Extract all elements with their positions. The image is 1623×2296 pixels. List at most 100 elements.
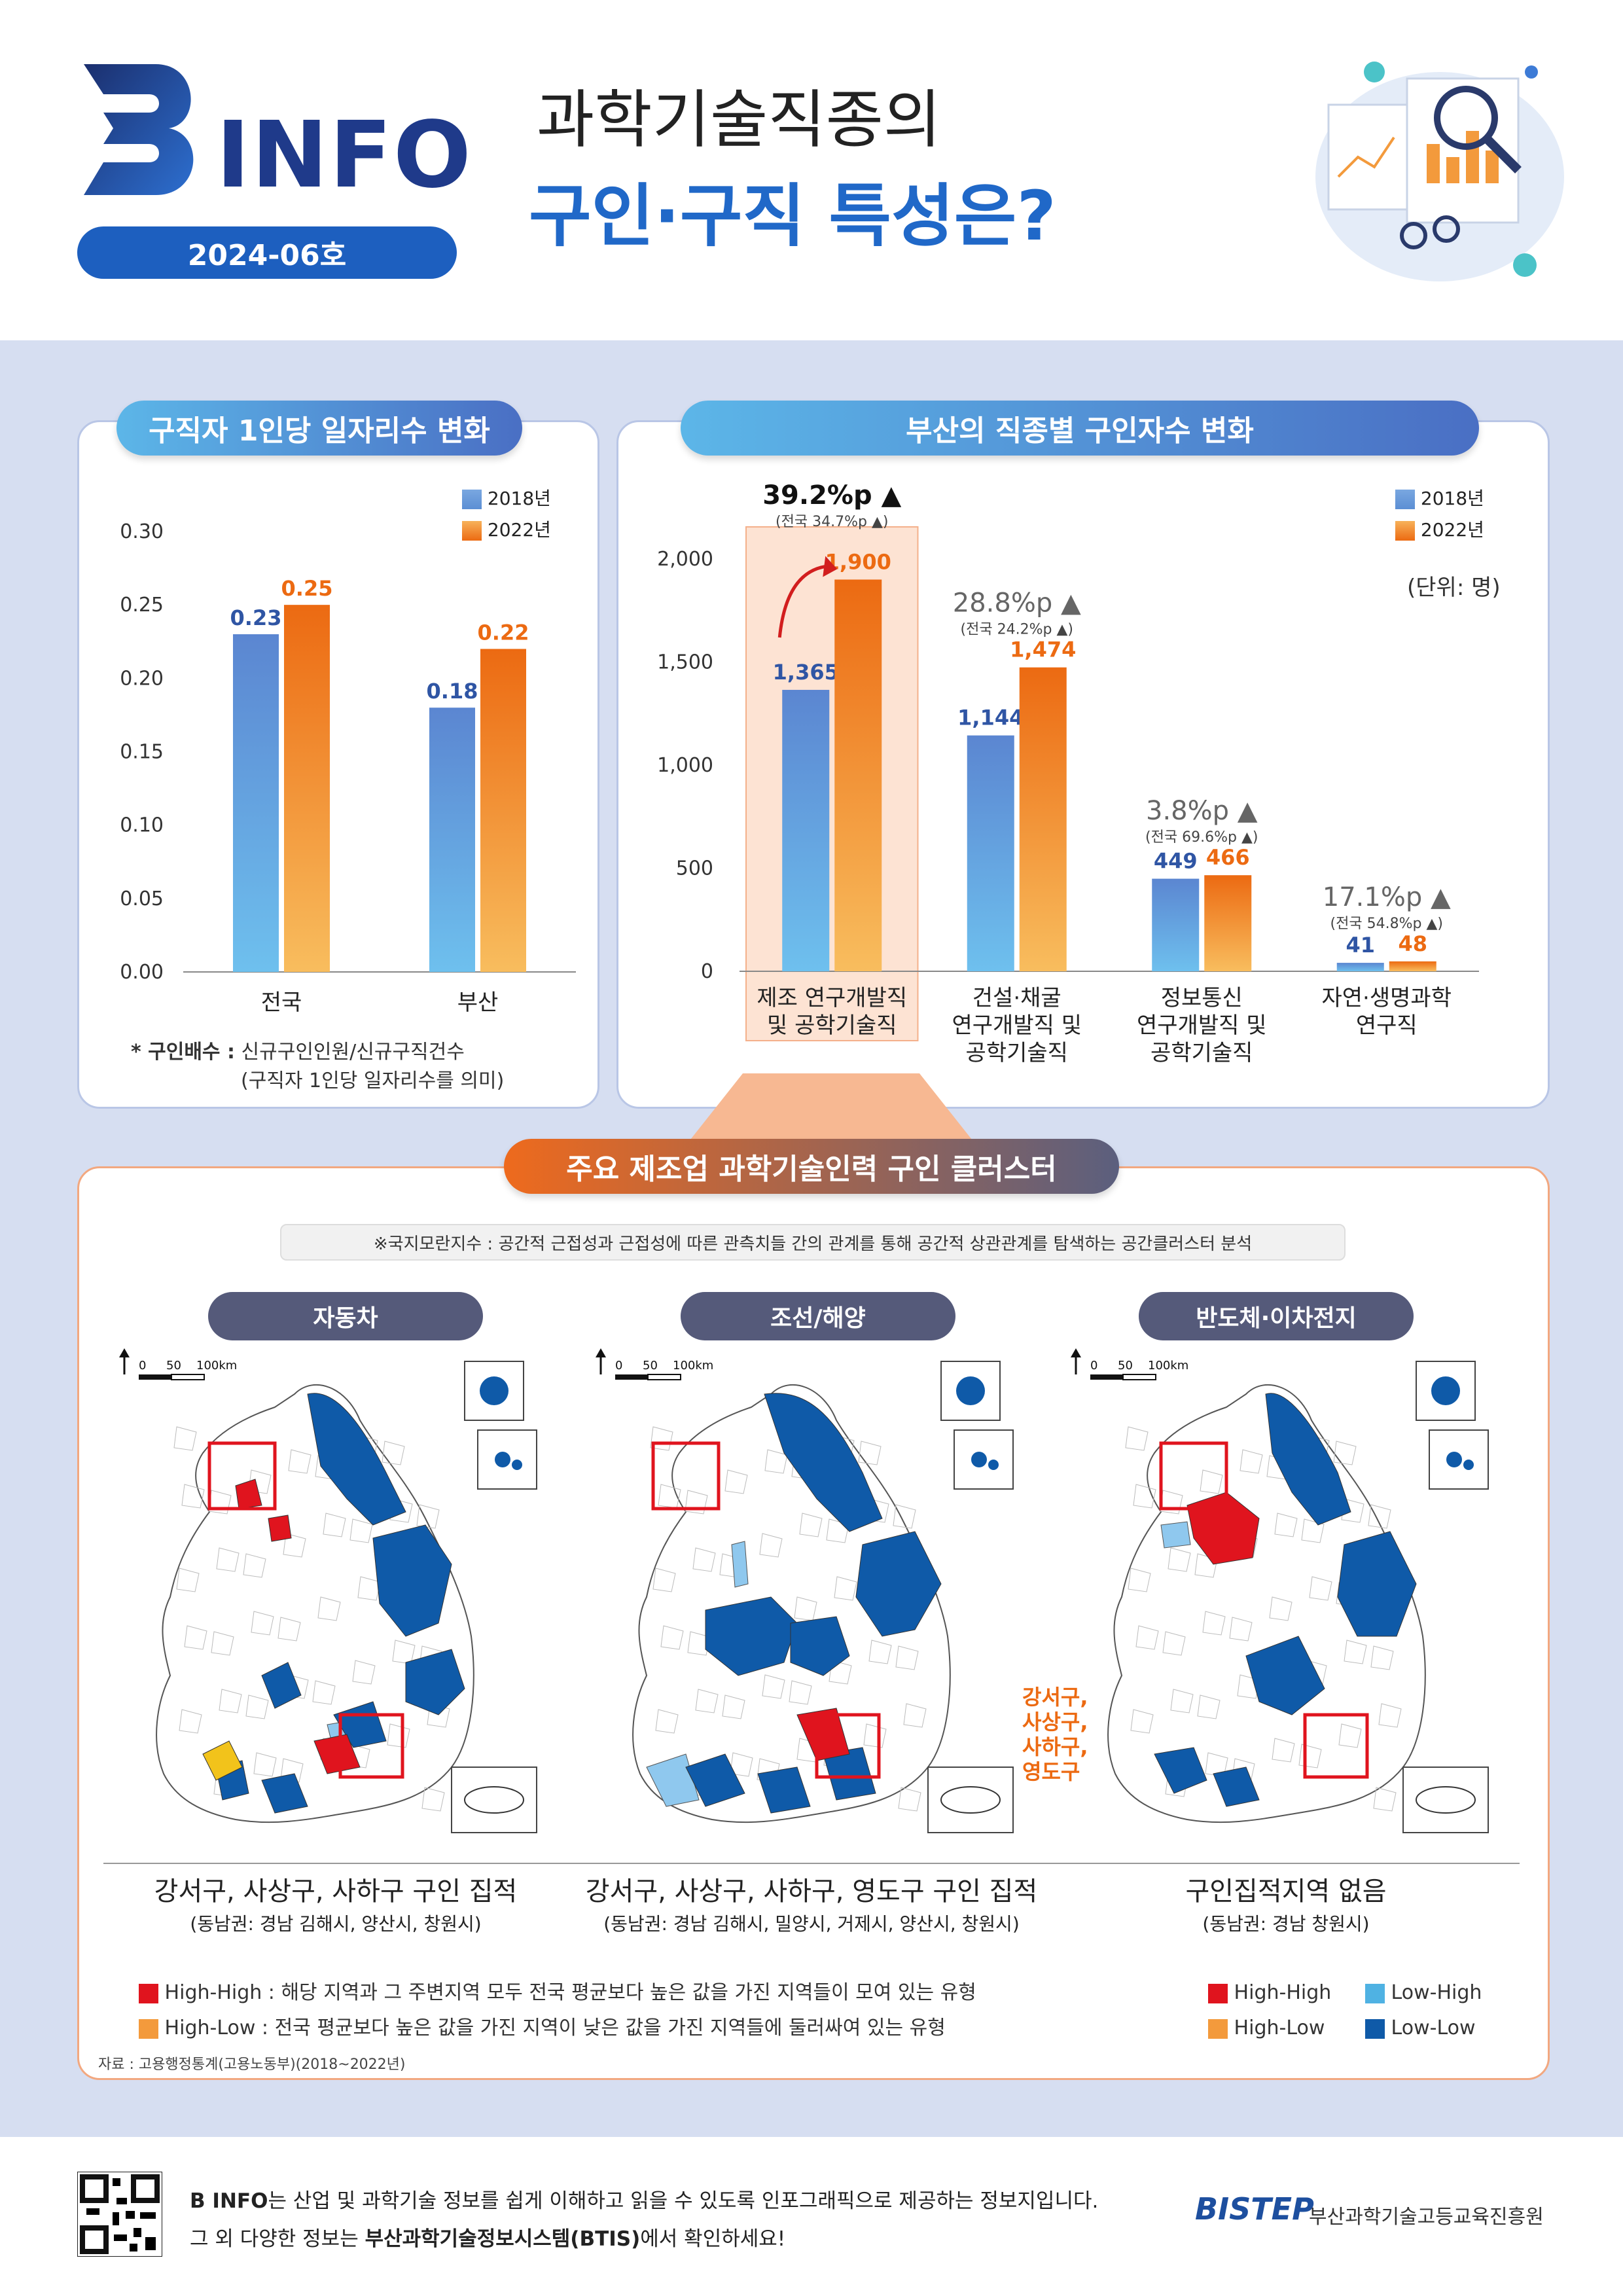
low-low-region: [1245, 1636, 1325, 1715]
x-category-label: 연구직: [1356, 1013, 1418, 1039]
district-boundary: [181, 1484, 205, 1509]
annot-line: 사상구,: [1022, 1710, 1088, 1734]
low-low-region: [261, 1662, 302, 1709]
legend2-swatch-2022: [1395, 521, 1415, 541]
legend-desc-hl: High-Low : 전국 평균보다 높은 값을 가진 지역이 낮은 값을 가진…: [139, 2011, 976, 2046]
y-tick-label: 0.20: [120, 667, 164, 690]
legend2-2022: 2022년: [1395, 514, 1484, 546]
legend-swatch: [1365, 2018, 1385, 2039]
district-boundary: [652, 1568, 676, 1592]
low-high-region: [731, 1541, 749, 1588]
district-boundary: [357, 1576, 381, 1601]
high-high-region: [268, 1515, 292, 1542]
district-boundary: [1378, 1703, 1402, 1728]
bar-2022년: [1389, 961, 1436, 971]
district-boundary: [245, 1695, 269, 1719]
district-boundary: [352, 1660, 376, 1685]
change-national-label: (전국 34.7%p ▲): [776, 514, 888, 530]
bar-value-label: 41: [1346, 933, 1375, 958]
district-boundary: [288, 1449, 312, 1474]
bar-value-label: 1,144: [957, 706, 1024, 730]
high-high-region: [313, 1734, 361, 1774]
x-category-label: 정보통신: [1161, 985, 1243, 1011]
inset-island: [971, 1452, 987, 1467]
district-boundary: [722, 1695, 745, 1719]
scale-bar: [139, 1374, 171, 1380]
jeju-outline: [464, 1786, 524, 1814]
change-national-label: (전국 69.6%p ▲): [1145, 829, 1258, 846]
logo-text: INFO: [216, 102, 473, 209]
increase-arrowhead: [823, 556, 838, 577]
inset-island: [1463, 1460, 1474, 1470]
scale-label: 100km: [1148, 1359, 1188, 1372]
map-sub-ship: (동남권: 경남 김해시, 밀양시, 거제시, 양산시, 창원시): [603, 1913, 1020, 1935]
low-low-region: [764, 1393, 883, 1532]
legend-desc-hh: High-High : 해당 지역과 그 주변지역 모두 전국 평균보다 높은 …: [139, 1975, 976, 2011]
footer-line2: 그 외 다양한 정보는 부산과학기술정보시스템(BTIS)에서 확인하세요!: [190, 2220, 1098, 2258]
map-caption-ship: 강서구, 사상구, 사하구, 영도구 구인 집적: [585, 1876, 1038, 1907]
district-boundary: [868, 1640, 892, 1664]
high-low-region: [202, 1740, 243, 1781]
district-boundary: [1368, 1504, 1391, 1529]
legend-item-lh: Low-High: [1365, 1975, 1496, 2011]
district-boundary: [416, 1504, 440, 1529]
legend-item-hl: High-Low: [1208, 2011, 1365, 2046]
low-low-region: [1154, 1747, 1207, 1794]
chart1-legend: 2018년 2022년: [462, 483, 551, 546]
district-boundary: [1338, 1723, 1362, 1748]
btis-link[interactable]: 부산과학기술정보시스템(BTIS): [365, 2227, 641, 2251]
district-boundary: [179, 1709, 202, 1734]
change-national-label: (전국 54.8%p ▲): [1330, 916, 1443, 932]
district-boundary: [219, 1689, 242, 1713]
legend2-2018: 2018년: [1395, 483, 1484, 514]
district-boundary: [1125, 1426, 1149, 1451]
scale-label: 50: [643, 1359, 658, 1372]
district-boundary: [176, 1568, 200, 1592]
district-boundary: [173, 1426, 197, 1451]
legend2-label-2018: 2018년: [1420, 488, 1484, 509]
inset-island: [1431, 1376, 1460, 1405]
report-illustration-icon: [1315, 62, 1564, 281]
annot-line: 영도구: [1022, 1759, 1080, 1784]
district-boundary: [858, 1441, 882, 1465]
district-boundary: [1309, 1576, 1332, 1601]
north-arrow-head-icon: [1071, 1348, 1081, 1357]
bar-value-label: 449: [1154, 849, 1198, 874]
highlight-frame: [1159, 1441, 1228, 1511]
change-national-label: (전국 24.2%p ▲): [961, 622, 1073, 638]
district-boundary: [695, 1689, 719, 1713]
district-boundary: [834, 1576, 857, 1601]
district-boundary: [1344, 1640, 1367, 1664]
note-text: 신규구인인원/신규구직건수: [241, 1041, 465, 1064]
legend-swatch-hh: [139, 1983, 158, 2003]
district-boundary: [1269, 1596, 1293, 1621]
scale-label: 0: [615, 1359, 622, 1372]
x-category-label: 연구개발직 및: [952, 1013, 1082, 1039]
y-tick-label: 2,000: [657, 548, 713, 571]
legend-item-hh: High-High: [1208, 1975, 1365, 2011]
map-sub-auto: (동남권: 경남 김해시, 양산시, 창원시): [190, 1913, 482, 1935]
district-boundary: [687, 1631, 711, 1656]
qr-code-icon[interactable]: [77, 2172, 162, 2257]
x-category-label: 부산: [457, 990, 499, 1016]
bar-2018년: [1152, 878, 1200, 971]
low-low-region: [790, 1616, 850, 1676]
low-low-region: [823, 1747, 876, 1801]
highlight-frame: [1303, 1713, 1369, 1779]
org-name: 부산과학기술고등교육진흥원: [1309, 2206, 1544, 2229]
low-low-region: [685, 1753, 745, 1807]
north-arrow-head-icon: [119, 1348, 130, 1357]
map-title-semi: 반도체·이차전지: [1139, 1292, 1414, 1340]
x-category-label: 제조 연구개발직: [757, 985, 907, 1011]
y-tick-label: 500: [676, 857, 713, 880]
map-title-auto: 자동차: [208, 1292, 483, 1340]
district-boundary: [317, 1596, 341, 1621]
bar-value-label: 0.23: [230, 605, 282, 630]
footer-line1: B INFO는 산업 및 과학기술 정보를 쉽게 이해하고 읽을 수 있도록 인…: [190, 2182, 1098, 2220]
district-boundary: [1333, 1441, 1357, 1465]
district-boundary: [1370, 1645, 1394, 1670]
footer-line2-b: 에서 확인하세요!: [640, 2227, 786, 2251]
inset-island: [1446, 1452, 1462, 1467]
district-boundary: [655, 1709, 679, 1734]
inset-island: [956, 1376, 985, 1405]
